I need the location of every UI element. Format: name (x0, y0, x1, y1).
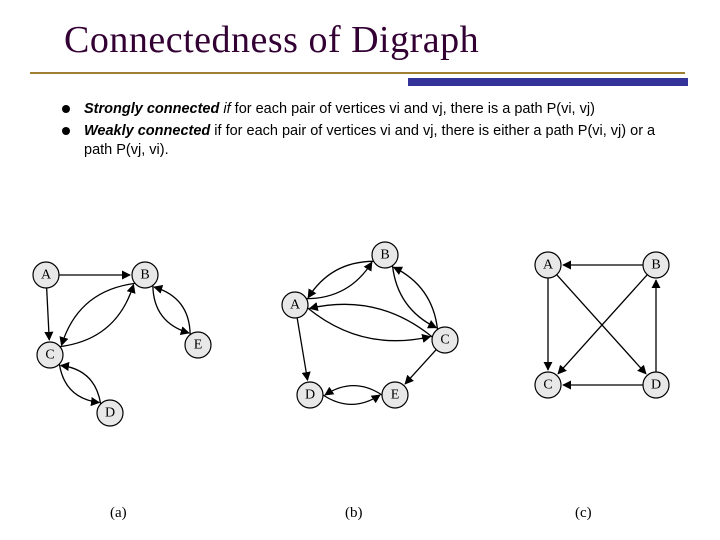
bullet-1: Strongly connected if for each pair of v… (62, 100, 682, 120)
body-text: Strongly connected if for each pair of v… (62, 100, 682, 163)
edge-D-E (323, 395, 380, 404)
edge-C-A (310, 304, 433, 337)
node-label-D: D (105, 406, 115, 421)
bullet-2-lead: Weakly connected (84, 123, 210, 139)
edge-B-A (308, 261, 374, 297)
edge-B-C (392, 266, 436, 328)
bullet-2: Weakly connected if for each pair of ver… (62, 122, 682, 161)
edge-A-C (47, 288, 50, 340)
edge-A-C (308, 308, 431, 341)
node-label-A: A (290, 298, 301, 313)
caption-a: (a) (110, 505, 127, 522)
node-label-D: D (305, 388, 315, 403)
caption-c: (c) (575, 505, 592, 522)
graph-c: A B C D (488, 225, 718, 485)
accent-bar (408, 78, 688, 86)
edge-A-B (306, 262, 372, 298)
slide-title: Connectedness of Digraph (64, 18, 479, 62)
node-label-C: C (440, 333, 449, 348)
node-label-B: B (651, 258, 660, 273)
edge-C-B (394, 267, 438, 329)
bullet-dot-icon (62, 127, 70, 135)
caption-b: (b) (345, 505, 363, 522)
bullet-1-rest-italic: if (219, 101, 234, 117)
node-label-B: B (380, 248, 389, 263)
node-label-C: C (543, 378, 552, 393)
bullet-1-rest: for each pair of vertices vi and vj, the… (235, 101, 595, 117)
node-label-B: B (140, 268, 149, 283)
edge-A-D (297, 318, 307, 380)
graph-b: A B C D E (255, 225, 475, 485)
node-label-C: C (45, 348, 54, 363)
node-label-D: D (651, 378, 661, 393)
edge-C-B (60, 285, 134, 347)
edge-B-C (558, 275, 647, 374)
edge-A-D (557, 275, 646, 374)
graphs-container: A B C D E A B C D E A B C D (10, 225, 710, 485)
node-label-A: A (543, 258, 554, 273)
edge-E-D (325, 386, 382, 395)
slide: Connectedness of Digraph Strongly connec… (0, 0, 720, 540)
bullet-1-lead: Strongly connected (84, 101, 219, 117)
edge-B-C (61, 283, 135, 345)
edge-C-E (405, 350, 436, 384)
node-label-E: E (391, 388, 400, 403)
bullet-dot-icon (62, 105, 70, 113)
node-label-E: E (194, 338, 203, 353)
node-label-A: A (41, 268, 52, 283)
title-underline (30, 72, 685, 74)
graph-a: A B C D E (10, 225, 240, 485)
